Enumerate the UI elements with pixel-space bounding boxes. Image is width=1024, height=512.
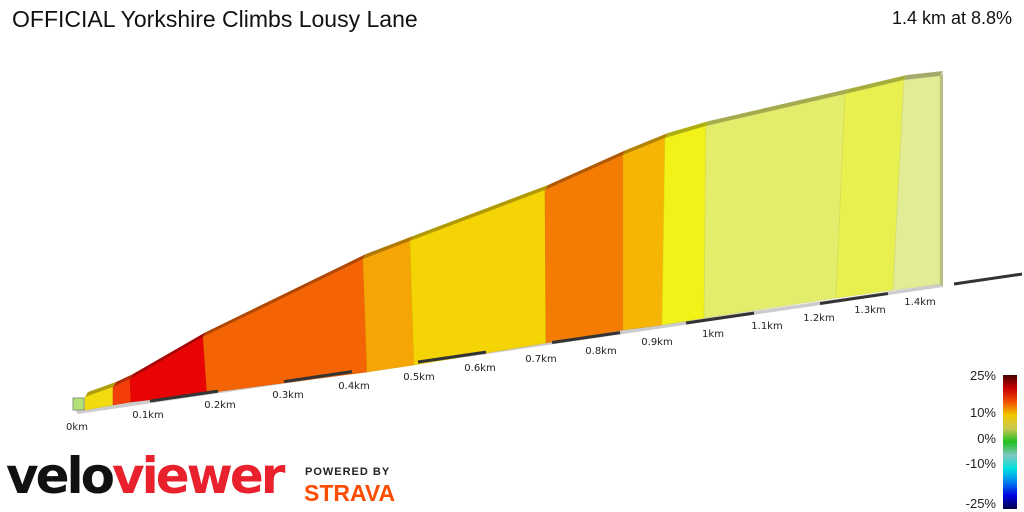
segment-top-edge [904, 71, 943, 80]
segment-top-edge [203, 254, 366, 337]
profile-segment [362, 240, 415, 373]
distance-band [819, 292, 889, 305]
profile-segments [72, 71, 943, 414]
strava-logo: STRAVA [304, 480, 396, 506]
segment-top-edge [665, 121, 709, 138]
profile-end-face [940, 73, 943, 287]
x-tick-label: 1.2km [803, 313, 834, 324]
x-tick-label: 0km [66, 422, 88, 433]
segment-top-edge [623, 133, 668, 155]
legend-label: 25% [970, 368, 996, 383]
page-title: OFFICIAL Yorkshire Climbs Lousy Lane [12, 6, 418, 32]
segment-top-edge [363, 236, 413, 259]
x-axis-ticks: 0km 0.1km 0.2km 0.3km 0.4km 0.5km 0.6km 0.7km 0.… [66, 272, 1023, 433]
distance-band [685, 311, 755, 325]
gradient-legend-bar [1003, 375, 1017, 509]
distance-band [149, 389, 219, 403]
profile-segment [622, 137, 666, 331]
profile-segment [703, 93, 846, 319]
segment-top-edge [706, 89, 848, 126]
distance-band [551, 331, 621, 345]
veloviewer-logo: veloviewer [6, 447, 285, 505]
distance-band [953, 272, 1023, 286]
x-tick-label: 0.9km [641, 337, 672, 348]
segment-top-edge [845, 75, 907, 94]
x-tick-label: 0.2km [204, 400, 235, 411]
x-tick-label: 0.7km [525, 354, 556, 365]
distance-band [283, 370, 353, 384]
x-tick-label: 0.6km [464, 363, 495, 374]
segment-top-edge [85, 382, 116, 397]
segment-top-edge [410, 185, 548, 241]
x-tick-label: 0.1km [132, 410, 163, 421]
powered-by-label: POWERED BY [305, 466, 391, 478]
x-tick-label: 0.8km [585, 346, 616, 357]
x-tick-label: 1.3km [854, 305, 885, 316]
profile-segment [409, 189, 547, 366]
legend-label: -25% [966, 496, 997, 511]
legend-label: 0% [977, 431, 996, 446]
segment-top-edge [113, 374, 133, 387]
legend-label: 10% [970, 405, 996, 420]
legend-label: -10% [966, 456, 997, 471]
profile-start-block [72, 397, 85, 411]
x-tick-label: 1.1km [751, 321, 782, 332]
x-tick-label: 0.3km [272, 390, 303, 401]
segment-top-edge [545, 150, 626, 190]
profile-segment [835, 79, 905, 299]
profile-segment [661, 125, 707, 326]
x-tick-label: 1.4km [904, 297, 935, 308]
x-tick-label: 0.4km [338, 381, 369, 392]
x-tick-label: 0.5km [403, 372, 434, 383]
distance-band [417, 350, 487, 364]
segment-top-edge [130, 332, 206, 379]
x-tick-label: 1km [702, 329, 724, 340]
climb-summary: 1.4 km at 8.8% [891, 8, 1012, 28]
